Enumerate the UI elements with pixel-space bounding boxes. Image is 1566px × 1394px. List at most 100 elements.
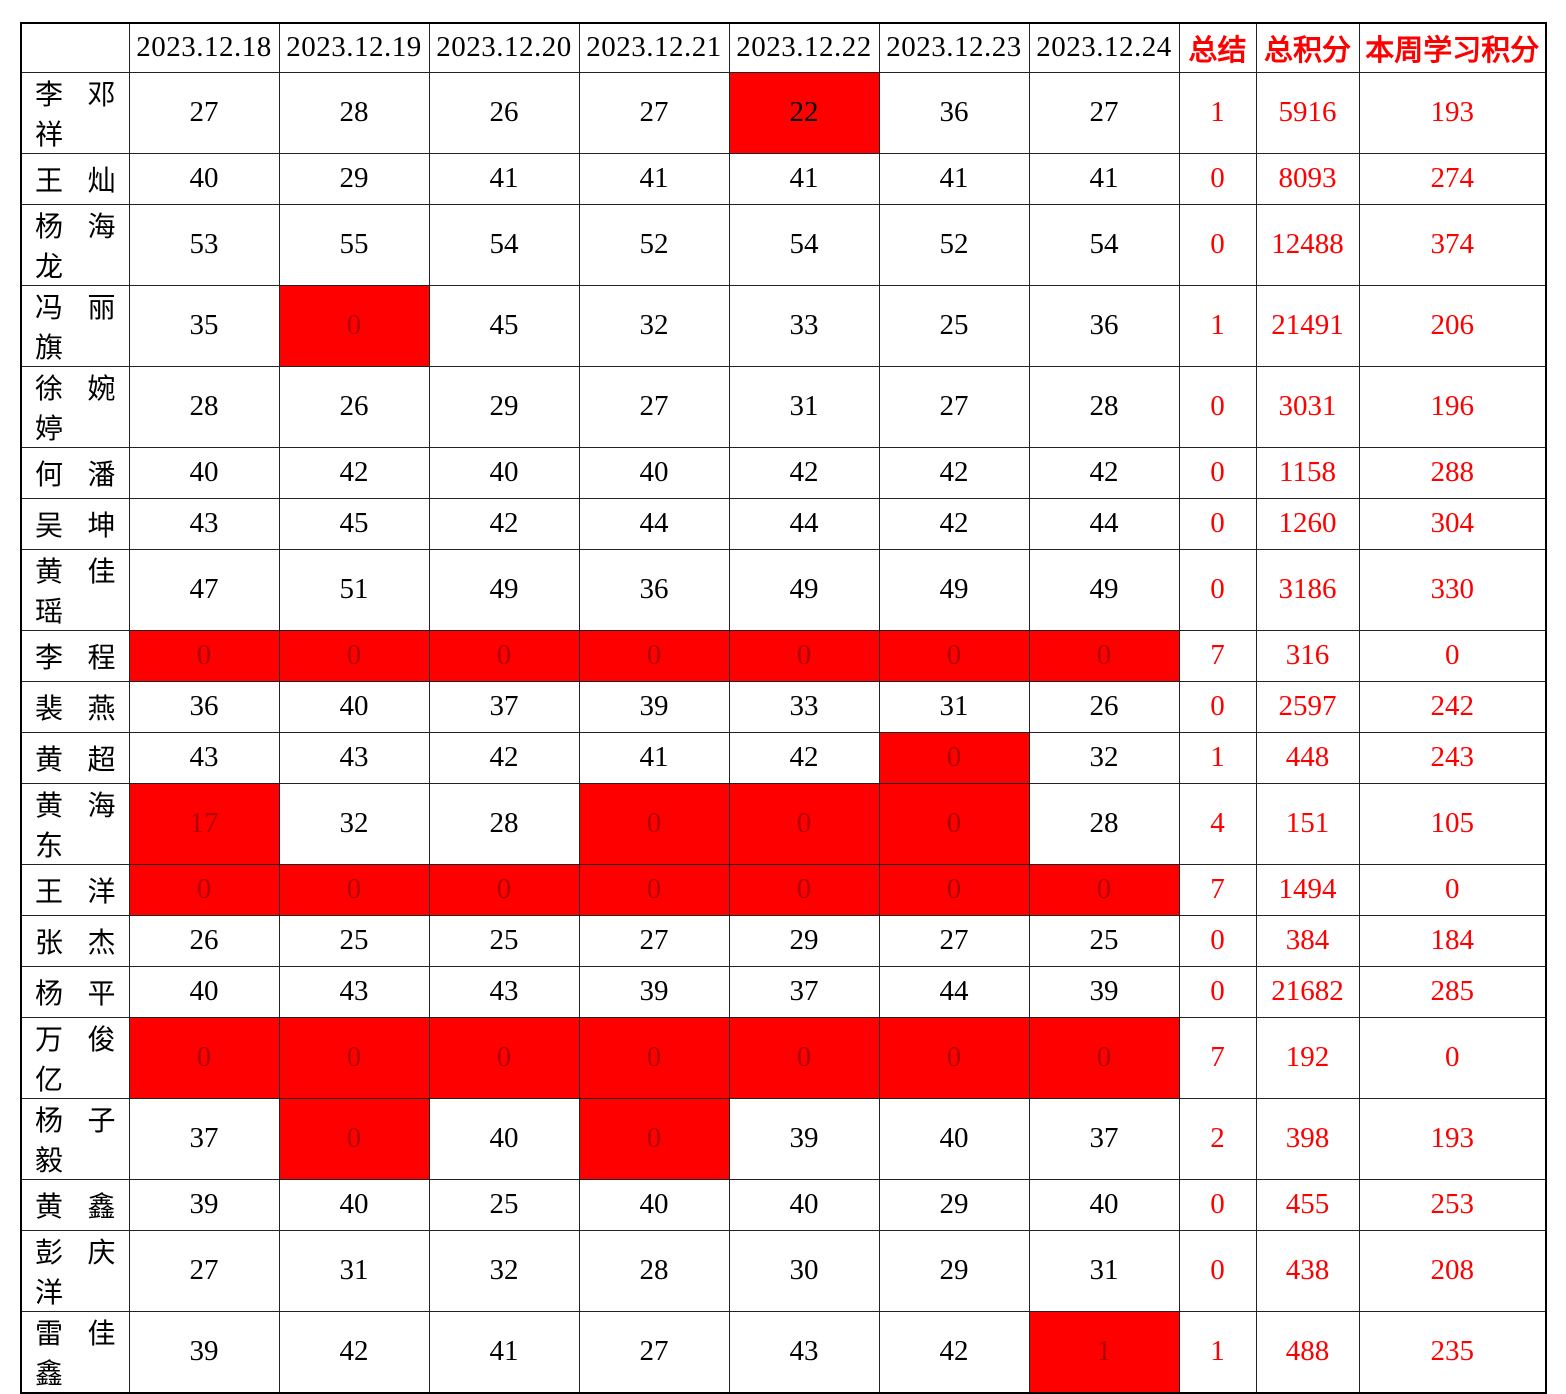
- student-name-cell: 冯丽旗: [20, 284, 130, 367]
- student-row: 王灿 40 29 41 41 41 41 41 0 8093 274: [20, 152, 1547, 205]
- score-cell: 54: [728, 203, 880, 286]
- student-name-cell: 李邓祥: [20, 71, 130, 154]
- score-cell: 28: [278, 71, 430, 154]
- score-cell: 1: [1028, 1310, 1180, 1393]
- score-cell: 39: [128, 1178, 280, 1231]
- score-cell: 40: [1028, 1178, 1180, 1231]
- student-name-label: 黄超: [35, 744, 116, 776]
- score-cell: 40: [278, 1178, 430, 1231]
- score-cell: 26: [278, 365, 430, 448]
- date-header-cell: 2023.12.22: [728, 22, 880, 73]
- spreadsheet-canvas: 2023.12.18 2023.12.19 2023.12.20 2023.12.21…: [20, 22, 1547, 1394]
- student-name-label: 何潘: [35, 459, 116, 491]
- week-points-cell: 374: [1358, 203, 1547, 286]
- score-cell: 0: [1028, 863, 1180, 916]
- score-cell: 41: [1028, 152, 1180, 205]
- week-points-cell: 243: [1358, 731, 1547, 784]
- date-header-cell: 2023.12.19: [278, 22, 430, 73]
- student-name-cell: 李程: [20, 629, 130, 682]
- student-name-cell: 黄佳瑶: [20, 548, 130, 631]
- student-row: 吴坤 43 45 42 44 44 42 44 0 1260 304: [20, 497, 1547, 550]
- student-name-cell: 黄超: [20, 731, 130, 784]
- week-points-cell: 274: [1358, 152, 1547, 205]
- summary-header-cell: 总结: [1178, 22, 1257, 73]
- score-cell: 28: [128, 365, 280, 448]
- score-cell: 39: [728, 1097, 880, 1180]
- score-cell: 0: [128, 629, 280, 682]
- score-cell: 35: [128, 284, 280, 367]
- score-cell: 0: [428, 1016, 580, 1099]
- student-name-cell: 杨海龙: [20, 203, 130, 286]
- score-cell: 43: [278, 731, 430, 784]
- score-cell: 32: [278, 782, 430, 865]
- score-cell: 0: [578, 1016, 730, 1099]
- score-cell: 39: [128, 1310, 280, 1393]
- score-cell: 27: [578, 1310, 730, 1393]
- student-row: 雷佳鑫 39 42 41 27 43 42 1 1 488 235: [20, 1310, 1547, 1393]
- summary-count-cell: 0: [1178, 548, 1257, 631]
- week-points-cell: 206: [1358, 284, 1547, 367]
- score-cell: 42: [728, 731, 880, 784]
- date-header-cell: 2023.12.23: [878, 22, 1030, 73]
- student-name-label: 李程: [35, 642, 116, 674]
- score-cell: 0: [428, 863, 580, 916]
- score-cell: 0: [128, 1016, 280, 1099]
- student-name-label: 王灿: [35, 165, 116, 197]
- score-cell: 37: [428, 680, 580, 733]
- score-cell: 43: [128, 731, 280, 784]
- score-cell: 0: [728, 1016, 880, 1099]
- score-cell: 33: [728, 680, 880, 733]
- score-cell: 40: [428, 446, 580, 499]
- total-points-cell: 398: [1255, 1097, 1360, 1180]
- score-cell: 0: [278, 1016, 430, 1099]
- score-cell: 26: [1028, 680, 1180, 733]
- score-cell: 0: [878, 731, 1030, 784]
- total-points-cell: 316: [1255, 629, 1360, 682]
- score-cell: 27: [128, 1229, 280, 1312]
- score-cell: 37: [728, 965, 880, 1018]
- total-points-cell: 8093: [1255, 152, 1360, 205]
- score-cell: 39: [578, 680, 730, 733]
- total-points-cell: 3031: [1255, 365, 1360, 448]
- week-points-cell: 253: [1358, 1178, 1547, 1231]
- score-cell: 0: [878, 1016, 1030, 1099]
- header-row: 2023.12.18 2023.12.19 2023.12.20 2023.12.21…: [20, 22, 1547, 73]
- score-cell: 42: [1028, 446, 1180, 499]
- week-points-cell: 208: [1358, 1229, 1547, 1312]
- corner-cell: [20, 22, 130, 73]
- total-points-cell: 1494: [1255, 863, 1360, 916]
- score-cell: 49: [728, 548, 880, 631]
- score-cell: 0: [428, 629, 580, 682]
- student-name-label: 彭庆洋: [35, 1237, 116, 1309]
- week-points-cell: 193: [1358, 1097, 1547, 1180]
- student-row: 王洋 0 0 0 0 0 0 0 7 1494 0: [20, 863, 1547, 916]
- week-points-cell: 105: [1358, 782, 1547, 865]
- total-points-cell: 1260: [1255, 497, 1360, 550]
- date-header-cell: 2023.12.20: [428, 22, 580, 73]
- weekly-score-table: 2023.12.18 2023.12.19 2023.12.20 2023.12.21…: [20, 22, 1547, 1394]
- total-points-cell: 21682: [1255, 965, 1360, 1018]
- student-name-label: 王洋: [35, 876, 116, 908]
- score-cell: 39: [578, 965, 730, 1018]
- score-cell: 40: [128, 152, 280, 205]
- score-cell: 40: [128, 965, 280, 1018]
- student-name-label: 黄海东: [35, 790, 116, 862]
- score-cell: 0: [578, 863, 730, 916]
- total-points-cell: 448: [1255, 731, 1360, 784]
- week-points-cell: 0: [1358, 1016, 1547, 1099]
- total-points-cell: 151: [1255, 782, 1360, 865]
- student-name-label: 裴燕: [35, 693, 116, 725]
- score-cell: 40: [578, 1178, 730, 1231]
- student-name-cell: 雷佳鑫: [20, 1310, 130, 1393]
- student-name-label: 杨平: [35, 978, 116, 1010]
- summary-count-cell: 1: [1178, 71, 1257, 154]
- score-cell: 25: [1028, 914, 1180, 967]
- score-cell: 44: [878, 965, 1030, 1018]
- student-name-cell: 张杰: [20, 914, 130, 967]
- student-name-cell: 万俊亿: [20, 1016, 130, 1099]
- total-points-cell: 21491: [1255, 284, 1360, 367]
- score-cell: 49: [878, 548, 1030, 631]
- student-name-label: 杨子毅: [35, 1105, 116, 1177]
- score-cell: 43: [278, 965, 430, 1018]
- table-body: 李邓祥 27 28 26 27 22 36 27 1 5916 193 王灿 40 29 41 41 41 41 4…: [20, 71, 1547, 1393]
